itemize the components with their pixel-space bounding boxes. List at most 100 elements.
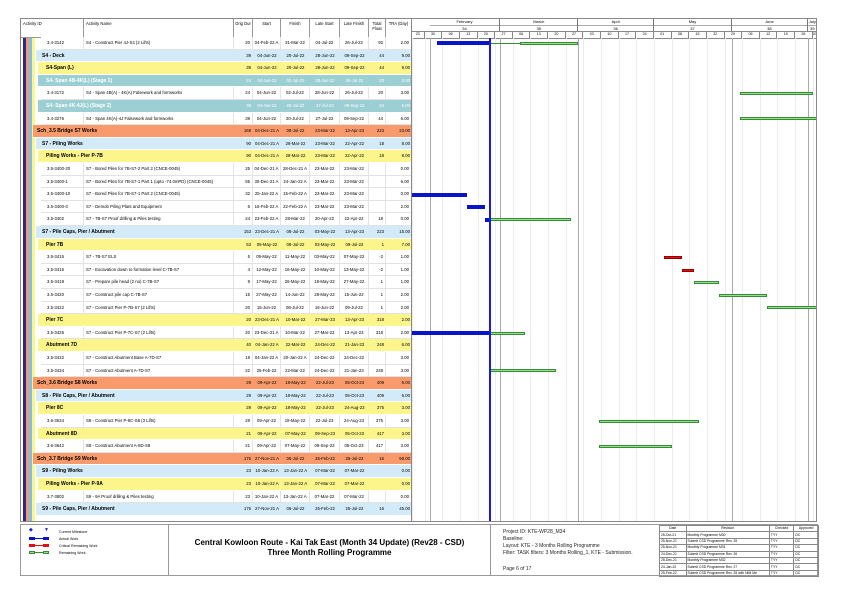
cell-activity-name: S7 - Bored Piles for 7B-S7-1 Part 1 (upt… <box>84 175 234 189</box>
wbs-row[interactable]: S4- Span 4B-4K(L) (Stage 1) 24 04-Jun-22 02… <box>21 74 411 88</box>
table-row[interactable]: 3.4-3142 S4 - Construct Pier 4J-S4 (2 Lif… <box>21 37 411 50</box>
table-row[interactable]: 3.6-3634 S8 - Construct Pier P-8C-S8 (3 L… <box>21 415 411 428</box>
remaining-work-bar[interactable] <box>598 445 672 448</box>
cell-late-finish: 09-Jul-22 <box>345 241 364 247</box>
table-row[interactable]: 3.5-3416 S7 - Excavation down to formatio… <box>21 263 411 277</box>
cell-activity-id: 3.5-3418 <box>41 276 84 289</box>
wbs-row[interactable]: Abutment 8D 21 09-Apr-22 07-May-22 09-Sep-23… <box>21 427 411 441</box>
bar-connector[interactable] <box>490 42 521 44</box>
wbs-row[interactable]: Sch_3.7 Bridge S9 Works 175 27-Nov-21 A 06-… <box>21 452 411 466</box>
week-gridline <box>512 38 514 521</box>
table-row[interactable]: 3.5-3400-1 S7 - Bored Piles for 7B-S7-1 P… <box>21 175 411 189</box>
column-header-late-start[interactable]: Late Start <box>310 19 340 38</box>
remaining-work-bar[interactable] <box>739 92 813 96</box>
column-header-late-finish[interactable]: Late Finish <box>340 19 369 38</box>
cell-tra: 23.00 <box>399 128 410 134</box>
remaining-work-bar[interactable] <box>490 218 571 222</box>
table-row[interactable]: 3.4-3276 S4 - Span 4K(A)-4J Falsework and… <box>21 112 411 126</box>
table-row[interactable]: 3.5-3432 S7 - Construct Abutment Base A-7… <box>21 352 411 365</box>
actual-work-bar[interactable] <box>485 217 491 222</box>
actual-work-icon <box>29 536 49 541</box>
cell-activity-name: S7 - Construct Abutment Base A-7D-S7 <box>84 352 234 365</box>
column-header-finish[interactable]: Finish <box>281 19 310 38</box>
month-label: May <box>653 19 732 26</box>
cell-activity-name: S7 - Bored Piles for 7B-S7-1 Part 2 (CNC… <box>84 188 234 201</box>
cell-activity-name: S7 - Construct Pier P-7B-S7 (2 Lifts) <box>84 301 234 315</box>
week-gridline <box>759 38 761 521</box>
wbs-row[interactable]: S7 - Piling Works 90 04-Dec-21 A 28-Mar-22 2… <box>21 137 411 151</box>
table-row[interactable]: 3.5-3434 S7 - Construct Abutment A-7D-S7 2… <box>21 364 411 378</box>
remaining-work-bar[interactable] <box>739 117 816 121</box>
wbs-row[interactable]: S4 - Deck 39 04-Jun-22 20-Jul-22 28-Jun-22 09… <box>21 49 411 63</box>
cell-start: 27-Nov-21 A <box>255 455 279 461</box>
remaining-work-bar[interactable] <box>490 369 556 373</box>
wbs-row[interactable]: S9 - Pile Caps, Pier / Abutment 175 27-Nov… <box>21 503 411 516</box>
actual-work-bar[interactable] <box>467 205 486 210</box>
remaining-work-bar[interactable] <box>490 331 526 335</box>
column-header-activity-name[interactable]: Activity Name <box>84 19 234 38</box>
critical-remaining-bar[interactable] <box>664 256 682 259</box>
wbs-row[interactable]: Pier 8C 29 09-Apr-22 18-May-22 22-Jul-23 24-A… <box>21 402 411 415</box>
remaining-work-bar[interactable] <box>598 419 700 423</box>
remaining-work-bar[interactable] <box>694 281 720 285</box>
table-row[interactable]: 3.4-3172 S4 - Span 4B(A) - 4K(A) Falsewor… <box>21 87 411 100</box>
wbs-row[interactable]: Piling Works - Pier P-7B 90 04-Dec-21 A 28-… <box>21 150 411 163</box>
legend-remaining: Remaining Work <box>29 550 86 555</box>
table-row[interactable]: 3.5-3420 S7 - Construct pile cap C-7B-S7 1… <box>21 289 411 302</box>
table-row[interactable]: 3.5-3422 S7 - Construct Pier P-7B-S7 (2 L… <box>21 301 411 315</box>
table-row[interactable]: 3.6-3642 S8 - Construct Abutment A-8D-S8 2… <box>21 440 411 453</box>
table-row[interactable]: 3.5-3402 S7 - 7B-S7 Proof drilling & Pile… <box>21 213 411 226</box>
cell-start: 25-Feb-22 <box>253 364 281 378</box>
wbs-row[interactable]: S9 - Piling Works 23 10-Jan-22 A 13-Jan-22 … <box>21 465 411 478</box>
table-row[interactable]: 3.5-3400-20 S7 - Bored Piles for 7B-S7-2 … <box>21 163 411 176</box>
critical-remaining-bar[interactable] <box>681 268 695 272</box>
table-row[interactable]: 3.7-3802 S9 - 9A Proof drilling & Piles t… <box>21 490 411 504</box>
cell-orig-dur: 39 <box>246 52 251 58</box>
column-header-tra[interactable]: TRA (Day) <box>386 19 411 38</box>
cell-late-start: 27-Jul-22 <box>310 112 340 126</box>
cell-start: 23-Feb-22 A <box>253 213 281 226</box>
column-header-total-float[interactable]: Total Float <box>369 19 386 38</box>
cell-finish: 08-Jul-22 <box>286 128 305 134</box>
wbs-row[interactable]: Sch_3.5 Bridge S7 Works 169 04-Dec-21 A 08-… <box>21 125 411 138</box>
wbs-row[interactable]: Piling Works - Pier P-9A 23 10-Jan-22 A 13-… <box>21 478 411 491</box>
table-row[interactable]: 3.5-3400-10 S7 - Bored Piles for 7B-S7-1 … <box>21 188 411 201</box>
cell-total-float: 223 <box>376 128 384 134</box>
cell-tra: 0.00 <box>386 163 411 176</box>
column-header-orig-dur[interactable]: Orig Dur <box>234 19 253 38</box>
cell-late-finish: 22-Apr-22 <box>340 213 369 226</box>
table-row[interactable]: 3.5-3400-3 S7 - Demob Piling Plant and Eq… <box>21 200 411 214</box>
wbs-row[interactable]: Pier 7B 53 05-May-22 08-Jul-22 03-May-22 09-J… <box>21 238 411 252</box>
wbs-row[interactable]: Sch_3.6 Bridge S8 Works 29 09-Apr-22 18-May… <box>21 377 411 390</box>
cell-orig-dur: 175 <box>243 506 251 512</box>
wbs-row[interactable]: S4- Span 4K-4J(L) (Stage 2) 39 04-Jun-22 20… <box>21 100 411 113</box>
cell-activity-name: S8 - Construct Abutment A-8D-S8 <box>84 440 234 453</box>
cell-late-finish: 13-Apr-23 <box>344 128 365 134</box>
remaining-work-bar[interactable] <box>719 293 768 297</box>
row-background <box>41 200 411 214</box>
row-background <box>38 402 411 415</box>
actual-work-bar[interactable] <box>412 331 491 336</box>
cell-activity-name: Piling Works - Pier P-9A <box>46 481 103 487</box>
column-header-start[interactable]: Start <box>253 19 281 38</box>
actual-work-bar[interactable] <box>437 41 491 46</box>
wbs-row[interactable]: S4-Span (L) 39 04-Jun-22 20-Jul-22 28-Jun-22… <box>21 62 411 75</box>
table-row[interactable]: 3.5-3426 S7 - Construct Pier P-7C-S7 (2 L… <box>21 326 411 340</box>
cell-orig-dur: 19 <box>234 352 253 365</box>
timescale-week: 26 <box>795 31 813 38</box>
remaining-work-bar[interactable] <box>520 41 579 45</box>
table-row[interactable]: 3.5-3418 S7 - Prepare pile head (2 no) C-… <box>21 276 411 289</box>
week-gridline <box>706 38 708 521</box>
cell-tra: 6.00 <box>401 342 410 348</box>
remaining-work-bar[interactable] <box>767 306 816 310</box>
wbs-row[interactable]: S7 - Pile Caps, Pier / Abutment 153 23-Dec… <box>21 226 411 239</box>
wbs-row[interactable]: Pier 7C 20 23-Dec-21 A 10-Mar-22 27-Mar-23 13… <box>21 314 411 327</box>
column-header-activity-id[interactable]: Activity ID <box>21 19 84 38</box>
revision-date: 25-Feb-22 <box>659 569 687 578</box>
actual-work-bar[interactable] <box>412 192 468 197</box>
wbs-row[interactable]: S8 - Pile Caps, Pier / Abutment 29 09-Apr-… <box>21 389 411 403</box>
table-row[interactable]: 3.5-3415 S7 - 7B-S7 ELS 5 05-May-22 11-May-2… <box>21 251 411 264</box>
cell-total-float: 44 <box>379 103 384 108</box>
row-background <box>41 490 411 504</box>
wbs-row[interactable]: Abutment 7D 40 04-Jan-22 A 22-Mar-22 24-Dec-… <box>21 339 411 352</box>
